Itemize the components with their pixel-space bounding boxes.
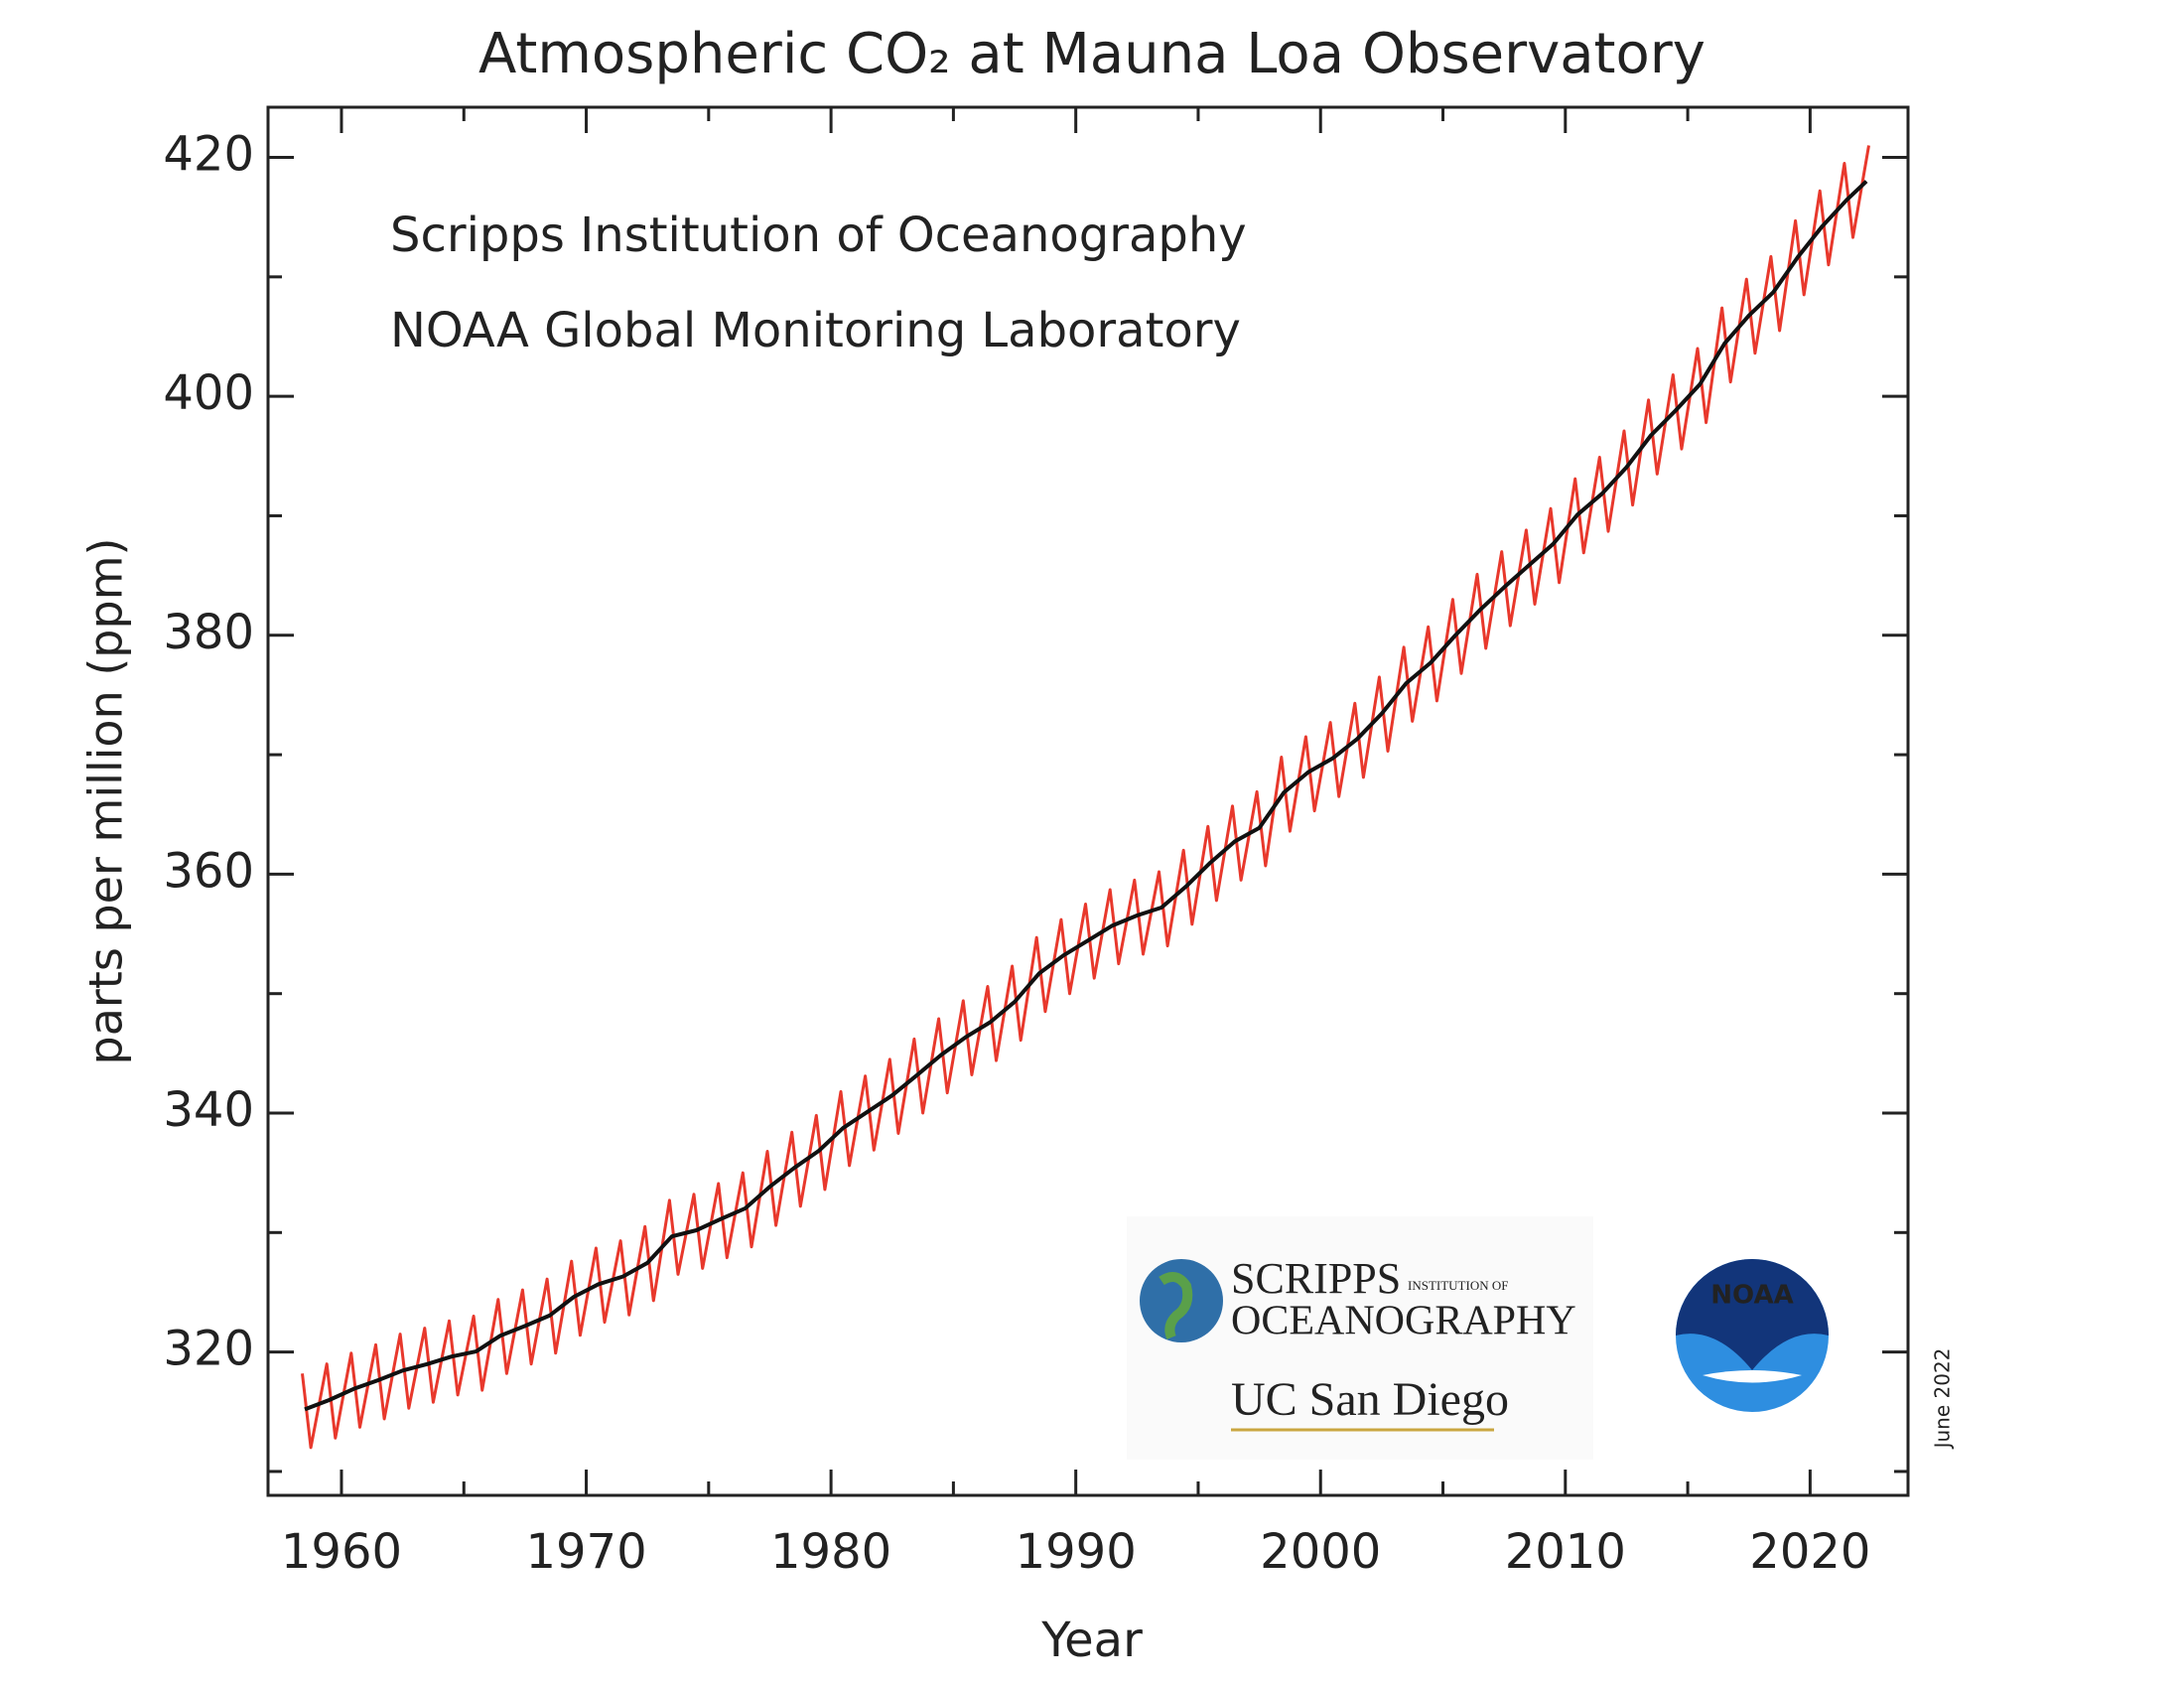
annotation: Scripps Institution of Oceanography xyxy=(390,208,1247,263)
logo-text: OCEANOGRAPHY xyxy=(1231,1299,1576,1344)
x-tick-label: 1960 xyxy=(281,1524,402,1580)
noaa-bird xyxy=(1703,1370,1802,1383)
x-tick-label: 1990 xyxy=(1016,1524,1137,1580)
line-series xyxy=(301,145,1870,1450)
plot-frame xyxy=(266,105,1910,1497)
y-tick-label: 320 xyxy=(163,1322,254,1377)
logo-text: NOAA xyxy=(1710,1281,1793,1311)
y-tick-label: 420 xyxy=(163,127,254,183)
y-tick-label: 400 xyxy=(163,365,254,421)
y-axis-label: parts per million (ppm) xyxy=(79,538,133,1065)
logo-panel xyxy=(1127,1216,1593,1460)
logo-text: INSTITUTION OF xyxy=(1408,1278,1508,1293)
x-tick-label: 2020 xyxy=(1749,1524,1870,1580)
chart-title: Atmospheric CO₂ at Mauna Loa Observatory xyxy=(478,22,1706,86)
y-tick-label: 360 xyxy=(163,843,254,899)
annotation: NOAA Global Monitoring Laboratory xyxy=(390,303,1241,358)
globe-land xyxy=(1159,1272,1193,1339)
scripps-globe xyxy=(1140,1259,1223,1342)
x-tick-label: 2010 xyxy=(1505,1524,1626,1580)
x-tick-label: 2000 xyxy=(1260,1524,1381,1580)
logo-text: SCRIPPS xyxy=(1231,1254,1401,1303)
date-note: June 2022 xyxy=(1931,1348,1955,1451)
x-axis-label: Year xyxy=(1040,1613,1143,1668)
x-tick-label: 1970 xyxy=(525,1524,646,1580)
y-tick-label: 380 xyxy=(163,605,254,660)
y-tick-label: 340 xyxy=(163,1082,254,1138)
line-series xyxy=(304,180,1868,1412)
noaa-top xyxy=(1676,1259,1829,1370)
x-tick-label: 1980 xyxy=(770,1524,891,1580)
logos: SCRIPPS INSTITUTION OF OCEANOGRAPHY UC S… xyxy=(1127,1216,1829,1460)
logo-text: UC San Diego xyxy=(1231,1373,1509,1426)
